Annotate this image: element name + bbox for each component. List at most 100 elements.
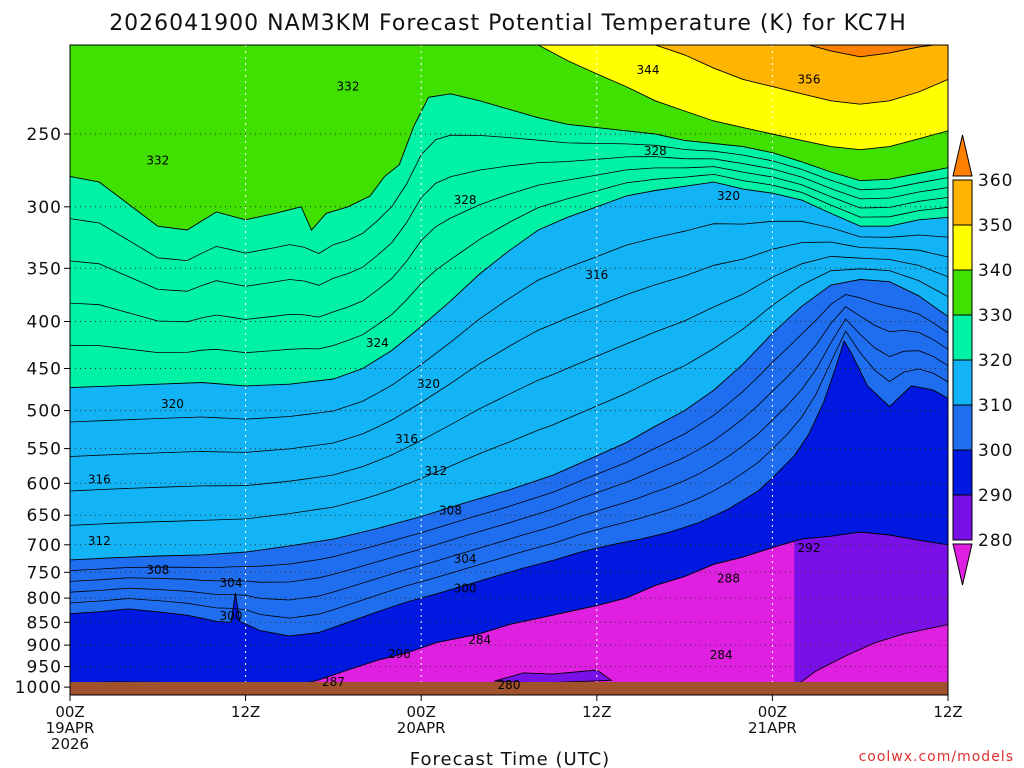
isotherm-minor xyxy=(70,294,948,572)
contour-label: 284 xyxy=(710,648,733,662)
x-tick-label: 12Z xyxy=(231,703,260,721)
isotherm-minor xyxy=(70,220,948,423)
chart-title: 2026041900 NAM3KM Forecast Potential Tem… xyxy=(109,11,907,36)
x-tick-label: 21APR xyxy=(748,719,797,737)
grid-lines xyxy=(70,45,948,695)
x-tick-label: 12Z xyxy=(933,703,962,721)
colorbar-label: 320 xyxy=(978,351,1013,371)
colorbar-label: 330 xyxy=(978,306,1013,326)
isotherm-350 xyxy=(655,45,948,105)
x-tick-label: 00Z xyxy=(407,703,436,721)
colorbar-label: 280 xyxy=(978,531,1013,551)
y-tick-label: 450 xyxy=(27,360,62,380)
contour-label: 312 xyxy=(424,464,447,478)
isotherm-minor xyxy=(70,134,948,262)
contour-label: 304 xyxy=(454,552,477,566)
contour-label: 292 xyxy=(798,541,821,555)
isotherm-minor xyxy=(70,318,948,601)
y-tick-label: 600 xyxy=(27,474,62,494)
contour-label: 344 xyxy=(637,63,660,77)
isotherm-360 xyxy=(808,45,934,58)
y-tick-label: 800 xyxy=(27,589,62,609)
colorbar-label: 360 xyxy=(978,171,1013,191)
isotherm-minor xyxy=(70,255,948,492)
colorbar-label: 300 xyxy=(978,441,1013,461)
contour-label: 300 xyxy=(220,609,243,623)
y-tick-label: 550 xyxy=(27,440,62,460)
y-tick-label: 850 xyxy=(27,613,62,633)
colorbar-label: 290 xyxy=(978,486,1013,506)
y-tick-label: 350 xyxy=(27,259,62,279)
colorbar-swatch xyxy=(952,269,973,316)
y-tick-label: 250 xyxy=(27,125,62,145)
isotherm-minor xyxy=(70,330,948,619)
colorbar-min-arrow xyxy=(952,543,973,586)
contour-label: 332 xyxy=(146,153,169,167)
colorbar-swatch xyxy=(952,179,973,226)
isotherm-minor xyxy=(70,166,948,323)
contour-label: 280 xyxy=(498,678,521,692)
colorbar-swatch xyxy=(952,404,973,451)
credit-text: coolwx.com/models xyxy=(859,749,1014,765)
y-tick-label: 1000 xyxy=(15,678,62,698)
colorbar-label: 350 xyxy=(978,216,1013,236)
contour-label: 296 xyxy=(388,647,411,661)
plot-frame xyxy=(69,44,949,696)
contour-label: 308 xyxy=(439,503,462,517)
x-tick-label: 2026 xyxy=(51,735,89,753)
x-tick-label: 12Z xyxy=(582,703,611,721)
y-tick-label: 650 xyxy=(27,506,62,526)
contour-label: 304 xyxy=(220,576,243,590)
isotherm-minor xyxy=(70,156,948,292)
y-tick-label: 700 xyxy=(27,536,62,556)
contour-label: 300 xyxy=(454,582,477,596)
contour-label: 320 xyxy=(717,189,740,203)
colorbar-label: 340 xyxy=(978,261,1013,281)
y-tick-label: 300 xyxy=(27,198,62,218)
isotherm-330 xyxy=(70,93,948,231)
isotherm-280 xyxy=(794,624,948,688)
contour-label: 316 xyxy=(585,268,608,282)
colorbar-max-arrow xyxy=(952,134,973,177)
contour-label: 284 xyxy=(468,633,491,647)
contour-label: 287 xyxy=(322,675,345,689)
y-tick-label: 750 xyxy=(27,563,62,583)
ground-surface xyxy=(70,682,948,695)
contour-labels: 332 332 344 356 328 328 320 316 324 320 320 316 316 3… xyxy=(88,63,821,692)
contour-label: 328 xyxy=(454,193,477,207)
colorbar-swatch xyxy=(952,449,973,496)
isotherm-minor xyxy=(70,306,948,583)
y-axis: 250 300 350 400 450 500 550 600 650 700 750 800 850 9… xyxy=(15,125,70,698)
y-tick-label: 900 xyxy=(27,636,62,656)
isotherm-320 xyxy=(70,181,948,389)
contour-label: 324 xyxy=(366,336,389,350)
x-tick-label: 00Z xyxy=(55,703,84,721)
colorbar-swatch xyxy=(952,494,973,541)
colorbar-swatch xyxy=(952,224,973,271)
contour-label: 316 xyxy=(88,472,111,486)
isotherm-300 xyxy=(70,339,948,637)
contour-label: 332 xyxy=(337,80,360,94)
contour-label: 356 xyxy=(798,72,821,86)
isotherm-minor xyxy=(70,268,948,526)
colorbar-swatch xyxy=(952,359,973,406)
contour-label: 316 xyxy=(395,432,418,446)
colorbar: 280 290 300 310 320 330 340 350 360 xyxy=(952,134,1013,586)
x-tick-label: 00Z xyxy=(758,703,787,721)
isotherm-minor xyxy=(70,173,948,354)
contour-label: 328 xyxy=(644,144,667,158)
theta-band-360 xyxy=(809,45,934,57)
plot-area: 332 332 344 356 328 328 320 316 324 320 320 316 316 3… xyxy=(70,45,948,695)
colorbar-swatch xyxy=(952,314,973,361)
y-tick-label: 500 xyxy=(27,402,62,422)
y-tick-label: 950 xyxy=(27,658,62,678)
x-tick-label: 20APR xyxy=(397,719,446,737)
contour-label: 320 xyxy=(161,397,184,411)
colorbar-label: 310 xyxy=(978,396,1013,416)
x-tick-label: 19APR xyxy=(46,719,95,737)
isotherm-minor xyxy=(70,241,948,457)
contour-label: 320 xyxy=(417,377,440,391)
contour-label: 288 xyxy=(717,572,740,586)
